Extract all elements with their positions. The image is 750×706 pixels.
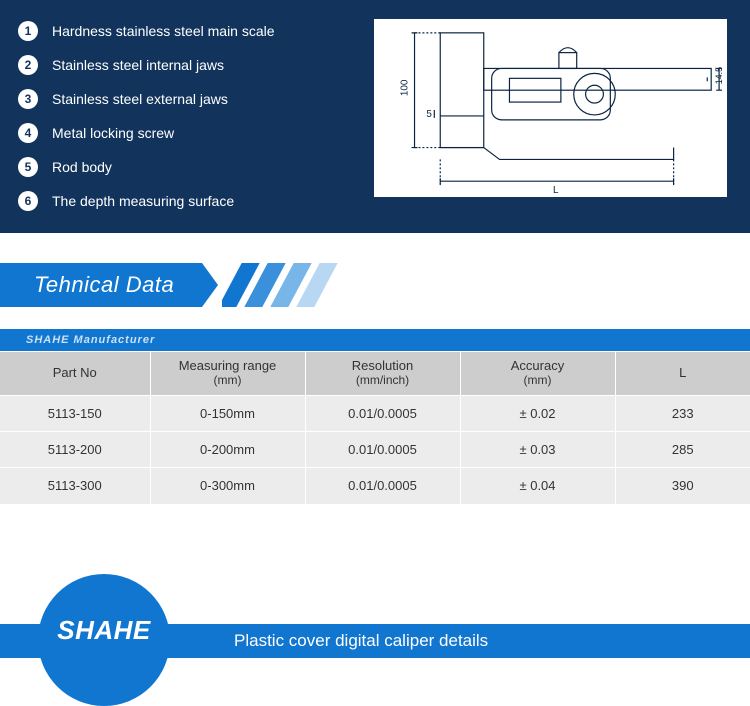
dim-label: 100 xyxy=(400,79,411,96)
col-label: Resolution xyxy=(352,358,413,373)
cell: ± 0.02 xyxy=(460,396,615,432)
cell: 0-300mm xyxy=(150,468,305,504)
feature-label: The depth measuring surface xyxy=(52,193,234,209)
brand-bar: SHAHE Manufacturer xyxy=(0,329,750,351)
table-row: 5113-150 0-150mm 0.01/0.0005 ± 0.02 233 xyxy=(0,396,750,432)
col-header: Accuracy (mm) xyxy=(460,352,615,396)
col-sublabel: (mm) xyxy=(155,374,301,388)
cell: 233 xyxy=(615,396,750,432)
feature-item: 2 Stainless steel internal jaws xyxy=(18,48,358,82)
table-row: 5113-200 0-200mm 0.01/0.0005 ± 0.03 285 xyxy=(0,432,750,468)
col-sublabel: (mm) xyxy=(465,374,611,388)
cell: 0-200mm xyxy=(150,432,305,468)
feature-item: 5 Rod body xyxy=(18,150,358,184)
cell: 0-150mm xyxy=(150,396,305,432)
dim-label: 14.5 xyxy=(714,67,724,84)
cell: ± 0.03 xyxy=(460,432,615,468)
footer-banner: Plastic cover digital caliper details SH… xyxy=(0,572,750,662)
col-label: L xyxy=(679,365,686,380)
feature-label: Rod body xyxy=(52,159,112,175)
cell: 0.01/0.0005 xyxy=(305,468,460,504)
feature-number-icon: 2 xyxy=(18,55,38,75)
feature-label: Metal locking screw xyxy=(52,125,174,141)
dim-label: L xyxy=(553,185,559,196)
feature-label: Hardness stainless steel main scale xyxy=(52,23,275,39)
cell: 5113-300 xyxy=(0,468,150,504)
feature-label: Stainless steel external jaws xyxy=(52,91,228,107)
technical-data-header: Tehnical Data xyxy=(0,263,750,307)
feature-item: 6 The depth measuring surface xyxy=(18,184,358,218)
feature-number-icon: 4 xyxy=(18,123,38,143)
cell: 390 xyxy=(615,468,750,504)
footer-tagline: Plastic cover digital caliper details xyxy=(234,631,488,651)
col-sublabel: (mm/inch) xyxy=(310,374,456,388)
table-row: 5113-300 0-300mm 0.01/0.0005 ± 0.04 390 xyxy=(0,468,750,504)
brand-logo: SHAHE xyxy=(57,615,151,646)
cell: 0.01/0.0005 xyxy=(305,432,460,468)
feature-item: 1 Hardness stainless steel main scale xyxy=(18,14,358,48)
spec-table: Part No Measuring range (mm) Resolution … xyxy=(0,351,750,504)
feature-number-icon: 3 xyxy=(18,89,38,109)
cell: ± 0.04 xyxy=(460,468,615,504)
caliper-svg-icon: 100 5 14.5 L xyxy=(374,19,727,197)
brand-circle-icon: SHAHE xyxy=(38,574,170,706)
feature-number-icon: 5 xyxy=(18,157,38,177)
section-title: Tehnical Data xyxy=(0,263,202,307)
feature-number-icon: 1 xyxy=(18,21,38,41)
table-header-row: Part No Measuring range (mm) Resolution … xyxy=(0,352,750,396)
dim-label: 5 xyxy=(426,109,432,120)
col-header: Resolution (mm/inch) xyxy=(305,352,460,396)
feature-list: 1 Hardness stainless steel main scale 2 … xyxy=(18,14,358,218)
col-label: Measuring range xyxy=(179,358,277,373)
col-header: Part No xyxy=(0,352,150,396)
cell: 5113-200 xyxy=(0,432,150,468)
feature-item: 4 Metal locking screw xyxy=(18,116,358,150)
stripes-decoration-icon xyxy=(222,263,362,307)
col-header: Measuring range (mm) xyxy=(150,352,305,396)
cell: 0.01/0.0005 xyxy=(305,396,460,432)
cell: 5113-150 xyxy=(0,396,150,432)
feature-item: 3 Stainless steel external jaws xyxy=(18,82,358,116)
col-header: L xyxy=(615,352,750,396)
col-label: Part No xyxy=(53,365,97,380)
caliper-line-drawing: 100 5 14.5 L xyxy=(373,18,728,198)
feature-panel: 1 Hardness stainless steel main scale 2 … xyxy=(0,0,750,233)
feature-label: Stainless steel internal jaws xyxy=(52,57,224,73)
col-label: Accuracy xyxy=(511,358,564,373)
feature-number-icon: 6 xyxy=(18,191,38,211)
cell: 285 xyxy=(615,432,750,468)
